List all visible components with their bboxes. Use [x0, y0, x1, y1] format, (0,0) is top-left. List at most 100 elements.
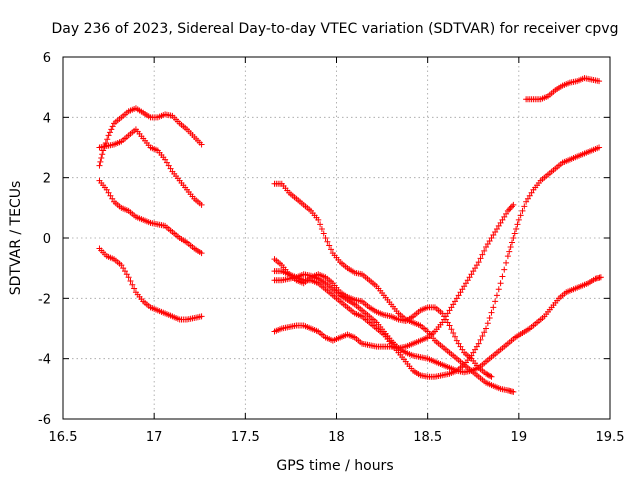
data-point	[455, 340, 462, 347]
data-point	[444, 319, 451, 326]
x-tick-label: 19	[511, 430, 528, 445]
series-arc-c1	[523, 75, 603, 103]
data-point	[462, 280, 469, 287]
data-point	[96, 162, 103, 169]
data-point	[105, 132, 112, 139]
data-point	[99, 151, 106, 158]
data-point	[484, 320, 491, 327]
plot-frame	[62, 56, 611, 420]
data-point	[514, 221, 521, 228]
x-tick-label: 17.5	[231, 430, 260, 445]
data-point	[495, 222, 502, 229]
data-point	[490, 304, 497, 311]
data-point	[503, 259, 510, 266]
data-point	[472, 346, 479, 353]
data-point	[523, 198, 530, 205]
data-point	[503, 210, 510, 217]
series-arc-a1	[96, 105, 205, 169]
data-point	[102, 139, 109, 146]
data-point	[477, 255, 484, 262]
data-point	[121, 268, 128, 275]
data-point	[596, 78, 603, 85]
data-point	[477, 336, 484, 343]
series-arc-a4	[96, 245, 205, 323]
data-point	[517, 212, 524, 219]
data-point	[459, 286, 466, 293]
data-point	[488, 373, 495, 380]
y-tick-label: 0	[43, 232, 51, 247]
data-point	[118, 262, 125, 269]
data-point	[510, 201, 517, 208]
data-point	[499, 216, 506, 223]
data-point	[318, 225, 325, 232]
data-point	[461, 283, 468, 290]
data-point	[493, 225, 500, 232]
data-point	[104, 136, 111, 143]
x-tick-label: 18	[328, 430, 345, 445]
data-point	[198, 313, 205, 320]
data-point	[453, 337, 460, 344]
data-point	[473, 262, 480, 269]
data-point	[596, 144, 603, 151]
data-point	[504, 253, 511, 260]
data-point	[508, 203, 515, 210]
data-point	[507, 244, 514, 251]
chart-title: Day 236 of 2023, Sidereal Day-to-day VTE…	[52, 21, 619, 37]
data-point	[510, 235, 517, 241]
data-point	[448, 326, 455, 333]
data-point	[109, 123, 116, 130]
series-arc-a2	[96, 126, 205, 208]
data-point	[486, 314, 493, 321]
data-point	[442, 313, 449, 320]
data-point	[98, 155, 105, 162]
data-point	[453, 295, 460, 302]
y-tick-label: -2	[38, 292, 51, 307]
data-point	[320, 230, 327, 237]
data-point	[492, 298, 499, 305]
data-point	[490, 231, 497, 238]
data-point	[526, 192, 533, 199]
data-point	[317, 221, 324, 228]
data-point	[120, 265, 127, 272]
data-point	[519, 207, 526, 214]
y-tick-label: 6	[43, 51, 51, 66]
data-point	[106, 129, 113, 136]
data-point	[475, 259, 482, 266]
data-point	[468, 352, 475, 359]
data-point	[466, 274, 473, 281]
data-point	[439, 310, 446, 317]
data-point	[125, 274, 132, 281]
data-point	[326, 242, 333, 249]
data-point	[165, 162, 172, 169]
data-point	[485, 372, 492, 379]
data-point	[441, 316, 448, 323]
data-point	[468, 271, 475, 278]
data-point	[163, 159, 170, 166]
data-point	[457, 289, 464, 296]
data-point	[510, 388, 517, 395]
data-point	[129, 281, 136, 288]
data-point	[470, 268, 477, 275]
data-point	[472, 265, 479, 272]
data-point	[446, 307, 453, 314]
data-point	[507, 204, 514, 211]
data-point	[452, 298, 459, 305]
data-point	[452, 333, 459, 340]
data-point	[131, 285, 138, 292]
data-point	[497, 219, 504, 226]
x-tick-label: 16.5	[49, 430, 78, 445]
data-point	[501, 266, 508, 273]
data-point	[439, 319, 446, 326]
data-point	[444, 310, 451, 317]
series-arc-b3	[271, 144, 603, 380]
data-point	[315, 216, 322, 223]
data-point	[107, 192, 114, 199]
data-point	[198, 250, 205, 257]
data-point	[479, 251, 486, 258]
data-point	[322, 235, 329, 241]
data-point	[109, 195, 116, 202]
data-point	[448, 304, 455, 311]
data-point	[198, 201, 205, 208]
series-arc-a3	[96, 177, 205, 257]
data-point	[483, 244, 490, 251]
